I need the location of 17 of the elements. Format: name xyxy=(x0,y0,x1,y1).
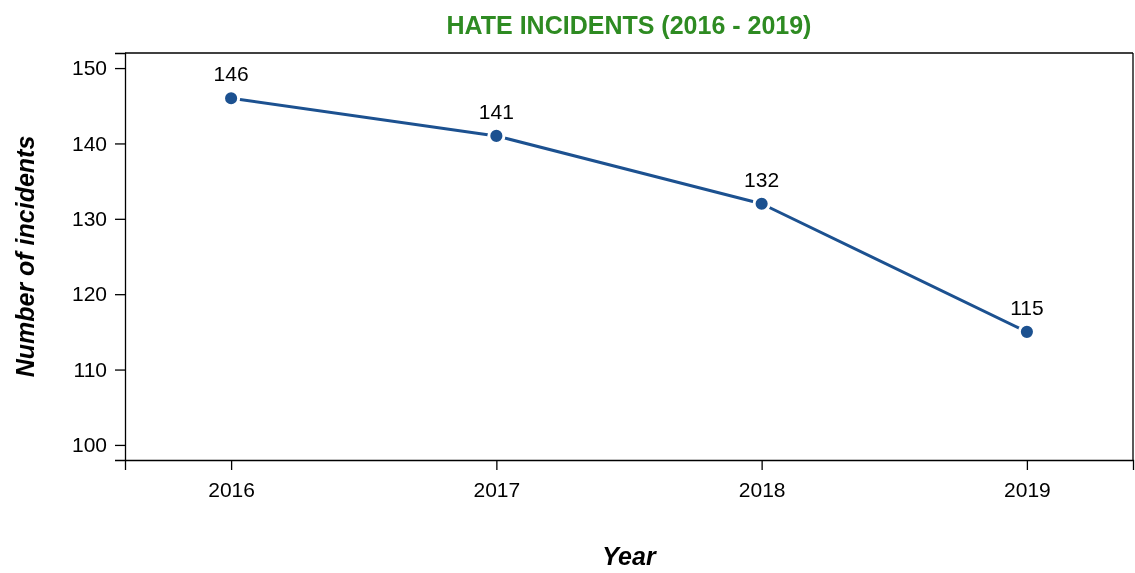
y-tick-label: 150 xyxy=(71,56,107,80)
y-tick-label: 100 xyxy=(71,433,107,457)
x-axis-title: Year xyxy=(602,542,657,570)
y-tick-label: 120 xyxy=(71,282,107,306)
y-tick-label: 130 xyxy=(71,207,107,231)
x-tick-label: 2019 xyxy=(1004,477,1051,501)
chart-title: HATE INCIDENTS (2016 - 2019) xyxy=(446,11,812,39)
data-label: 141 xyxy=(478,99,514,123)
y-tick-label: 140 xyxy=(71,131,107,155)
x-tick-label: 2016 xyxy=(208,477,255,501)
x-tick-label: 2017 xyxy=(473,477,521,501)
y-axis-title: Number of incidents xyxy=(11,135,39,378)
data-label: 146 xyxy=(213,62,249,86)
y-tick-label: 110 xyxy=(73,357,107,381)
x-tick-label: 2018 xyxy=(738,477,786,501)
data-label: 132 xyxy=(744,167,780,191)
data-label: 115 xyxy=(1010,295,1044,319)
